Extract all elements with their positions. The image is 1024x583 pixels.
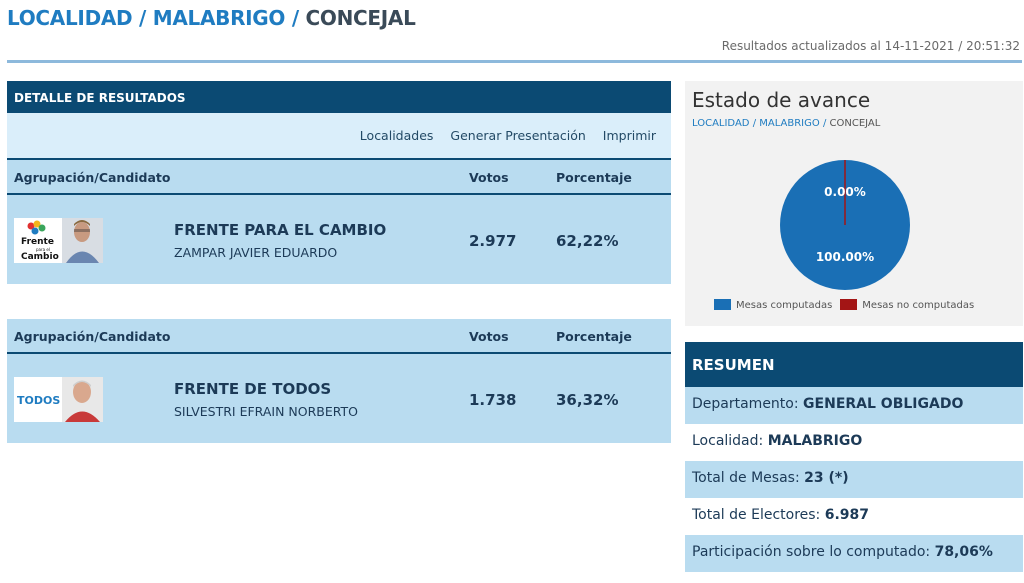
table-row: TODOS FRENTE DE TODOS SILVESTRI EFRAIN N… xyxy=(7,354,671,443)
summary-value: 78,06% xyxy=(934,544,993,560)
results-toolbar: Localidades Generar Presentación Imprimi… xyxy=(7,113,671,160)
localidades-link[interactable]: Localidades xyxy=(359,128,434,143)
percent-value: 36,32% xyxy=(556,391,619,409)
breadcrumb-current: CONCEJAL xyxy=(305,6,416,30)
progress-crumb-sep: / xyxy=(822,118,827,129)
pie-label-computadas: 100.00% xyxy=(816,250,874,264)
summary-card: RESUMEN Departamento: GENERAL OBLIGADO L… xyxy=(685,342,1023,572)
summary-value: 23 (*) xyxy=(804,470,849,486)
table-header: Agrupación/Candidato Votos Porcentaje xyxy=(7,160,671,195)
col-agrupacion: Agrupación/Candidato xyxy=(14,170,171,185)
legend-swatch-blue xyxy=(714,299,731,310)
col-agrupacion: Agrupación/Candidato xyxy=(14,329,171,344)
progress-title: Estado de avance xyxy=(692,88,871,112)
votes-value: 1.738 xyxy=(469,391,517,409)
summary-label: Total de Electores: xyxy=(692,507,821,523)
svg-text:Frente: Frente xyxy=(21,237,54,247)
updated-timestamp: Resultados actualizados al 14-11-2021 / … xyxy=(721,39,1020,53)
summary-value: 6.987 xyxy=(824,507,870,523)
pie-legend: Mesas computadas Mesas no computadas xyxy=(714,299,974,311)
percent-value: 62,22% xyxy=(556,232,619,250)
summary-row-electores: Total de Electores: 6.987 xyxy=(685,498,1023,535)
progress-crumb-concejal: CONCEJAL xyxy=(829,118,881,129)
votes-value: 2.977 xyxy=(469,232,517,250)
candidate-name: SILVESTRI EFRAIN NORBERTO xyxy=(174,404,359,419)
summary-label: Participación sobre lo computado: xyxy=(692,544,931,560)
side-panel: Estado de avance LOCALIDAD / MALABRIGO /… xyxy=(685,81,1023,572)
svg-text:Cambio: Cambio xyxy=(21,252,59,262)
summary-row-participacion: Participación sobre lo computado: 78,06% xyxy=(685,535,1023,572)
candidate-photo xyxy=(62,218,103,263)
table-header: Agrupación/Candidato Votos Porcentaje xyxy=(7,319,671,354)
imprimir-link[interactable]: Imprimir xyxy=(602,128,656,143)
svg-text:para el: para el xyxy=(36,247,50,252)
frente-cambio-logo-icon: Frente para el Cambio xyxy=(21,218,103,263)
summary-row-localidad: Localidad: MALABRIGO xyxy=(685,424,1023,461)
party-logo: Frente para el Cambio xyxy=(14,218,103,263)
col-porcentaje: Porcentaje xyxy=(556,329,632,344)
progress-crumb-sep: / xyxy=(752,118,757,129)
candidate-photo xyxy=(62,377,103,422)
page-breadcrumb: LOCALIDAD / MALABRIGO / CONCEJAL xyxy=(7,6,416,30)
progress-crumb-malabrigo[interactable]: MALABRIGO xyxy=(759,118,820,129)
todos-logo-icon: TODOS xyxy=(17,377,103,422)
legend-swatch-red xyxy=(840,299,858,310)
col-porcentaje: Porcentaje xyxy=(556,170,632,185)
results-panel: DETALLE DE RESULTADOS Localidades Genera… xyxy=(7,81,671,443)
progress-card: Estado de avance LOCALIDAD / MALABRIGO /… xyxy=(685,81,1023,326)
breadcrumb-separator: / xyxy=(139,6,147,30)
summary-value: MALABRIGO xyxy=(767,433,863,449)
candidate-name: ZAMPAR JAVIER EDUARDO xyxy=(174,245,338,260)
party-logo: TODOS xyxy=(14,377,103,422)
party-name: FRENTE PARA EL CAMBIO xyxy=(174,221,387,239)
progress-breadcrumb: LOCALIDAD / MALABRIGO / CONCEJAL xyxy=(692,118,880,129)
mesas-pie-chart: 0.00% 100.00% xyxy=(780,160,910,290)
generar-presentacion-link[interactable]: Generar Presentación xyxy=(450,128,586,143)
summary-label: Departamento: xyxy=(692,396,799,412)
breadcrumb-malabrigo-link[interactable]: MALABRIGO xyxy=(152,6,286,30)
legend-label: Mesas no computadas xyxy=(862,300,975,311)
svg-text:TODOS: TODOS xyxy=(17,394,60,407)
party-name: FRENTE DE TODOS xyxy=(174,380,332,398)
table-row: Frente para el Cambio FRENTE PARA EL CAM… xyxy=(7,195,671,284)
breadcrumb-localidad-link[interactable]: LOCALIDAD xyxy=(7,6,133,30)
legend-item-computadas: Mesas computadas xyxy=(714,299,832,311)
summary-row-mesas: Total de Mesas: 23 (*) xyxy=(685,461,1023,498)
pie-label-no-computadas: 0.00% xyxy=(824,185,866,199)
summary-label: Total de Mesas: xyxy=(692,470,800,486)
legend-item-no-computadas: Mesas no computadas xyxy=(840,299,974,311)
progress-crumb-localidad[interactable]: LOCALIDAD xyxy=(692,118,750,129)
summary-value: GENERAL OBLIGADO xyxy=(803,396,964,412)
summary-row-departamento: Departamento: GENERAL OBLIGADO xyxy=(685,387,1023,424)
row-spacer xyxy=(7,284,671,319)
col-votos: Votos xyxy=(469,329,509,344)
summary-label: Localidad: xyxy=(692,433,764,449)
results-panel-title: DETALLE DE RESULTADOS xyxy=(7,81,671,113)
header-divider xyxy=(7,60,1022,63)
breadcrumb-separator: / xyxy=(291,6,299,30)
col-votos: Votos xyxy=(469,170,509,185)
summary-title: RESUMEN xyxy=(685,342,1023,387)
legend-label: Mesas computadas xyxy=(736,300,833,311)
